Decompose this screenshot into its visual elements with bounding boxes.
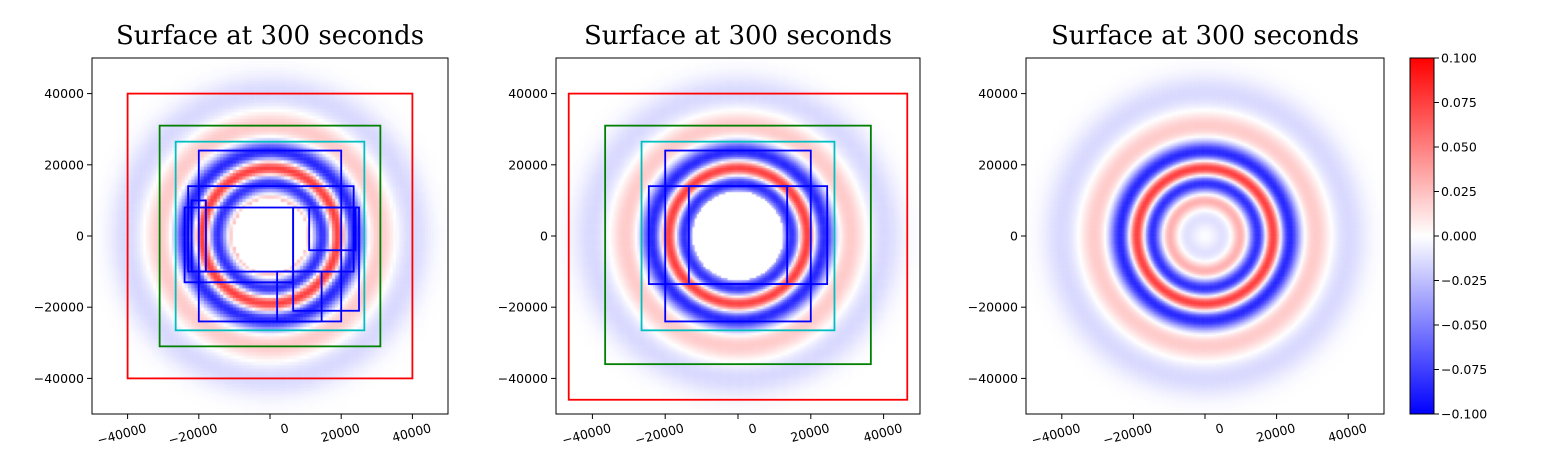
colorbar-tick-label: −0.100 xyxy=(1441,407,1487,422)
y-tick-label: 40000 xyxy=(978,86,1018,101)
colorbar-tick-label: −0.075 xyxy=(1441,362,1487,377)
y-tick-label: −20000 xyxy=(968,300,1018,315)
colorbar-tick-label: 0.100 xyxy=(1441,51,1477,66)
colorbar-tick-label: −0.025 xyxy=(1441,273,1487,288)
colorbar-tick-label: 0.050 xyxy=(1441,140,1477,155)
colorbar-tick-label: 0.075 xyxy=(1441,95,1477,110)
y-tick-label: −20000 xyxy=(498,300,548,315)
y-tick-label: −40000 xyxy=(498,371,548,386)
x-tick-label: −20000 xyxy=(1101,420,1153,448)
y-tick-label: 0 xyxy=(540,229,548,244)
x-tick-label: −40000 xyxy=(96,420,148,448)
refinement-box xyxy=(158,124,382,348)
refinement-box xyxy=(664,149,812,323)
panel-1: Surface at 300 seconds −40000 −20000 0 20000… xyxy=(34,21,449,448)
refinement-box xyxy=(126,92,414,380)
x-tick-label: 20000 xyxy=(319,420,361,445)
surface-heatmap xyxy=(1026,58,1384,414)
colorbar-tick-label: 0.025 xyxy=(1441,184,1477,199)
x-tick-label: 0 xyxy=(279,420,291,437)
refinement-box xyxy=(567,92,909,401)
y-tick-label: 20000 xyxy=(44,157,84,172)
colorbar-tick-label: 0.000 xyxy=(1441,229,1477,244)
y-tick-label: −20000 xyxy=(34,300,84,315)
x-tick-label: 40000 xyxy=(390,420,432,445)
x-tick-label: 20000 xyxy=(789,420,831,445)
y-tick-label: 40000 xyxy=(44,86,84,101)
panel-3: Surface at 300 seconds −40000 −20000 0 20000… xyxy=(968,21,1385,448)
y-tick-label: 20000 xyxy=(508,157,548,172)
refinement-box xyxy=(687,185,789,285)
refinement-box xyxy=(187,185,355,273)
colorbar: 0.100 0.075 0.050 0.025 0.000 −0.025 −0.050 −0.… xyxy=(1409,51,1487,422)
y-tick-label: 40000 xyxy=(508,86,548,101)
y-tick-label: −40000 xyxy=(34,371,84,386)
y-tick-label: 20000 xyxy=(978,157,1018,172)
surface-heatmap xyxy=(556,58,920,414)
y-tick-label: −40000 xyxy=(968,371,1018,386)
x-tick-label: 20000 xyxy=(1255,420,1297,445)
refinement-box xyxy=(308,206,357,252)
refinement-box xyxy=(174,140,366,332)
refinement-box xyxy=(197,149,343,323)
panel-title: Surface at 300 seconds xyxy=(584,21,892,51)
refinement-box xyxy=(276,270,323,323)
colorbar-tick-label: −0.050 xyxy=(1441,318,1487,333)
y-tick-label: 0 xyxy=(1010,229,1018,244)
surface-heatmap xyxy=(92,58,448,414)
x-tick-label: 40000 xyxy=(862,420,904,445)
colorbar-gradient xyxy=(1409,57,1435,415)
panel-title: Surface at 300 seconds xyxy=(116,21,424,51)
y-tick-label: 0 xyxy=(76,229,84,244)
x-tick-label: −40000 xyxy=(1030,420,1082,448)
panel-2: Surface at 300 seconds −40000 −20000 0 20000… xyxy=(498,21,921,448)
x-tick-label: −20000 xyxy=(167,420,219,448)
x-tick-label: 0 xyxy=(747,420,759,437)
x-tick-label: −40000 xyxy=(560,420,612,448)
refinement-box xyxy=(640,140,836,332)
panel-title: Surface at 300 seconds xyxy=(1051,21,1359,51)
refinement-box xyxy=(190,199,207,273)
refinement-box xyxy=(604,124,872,366)
x-tick-label: −20000 xyxy=(633,420,685,448)
x-tick-label: 0 xyxy=(1214,420,1226,437)
x-tick-label: 40000 xyxy=(1326,420,1368,445)
